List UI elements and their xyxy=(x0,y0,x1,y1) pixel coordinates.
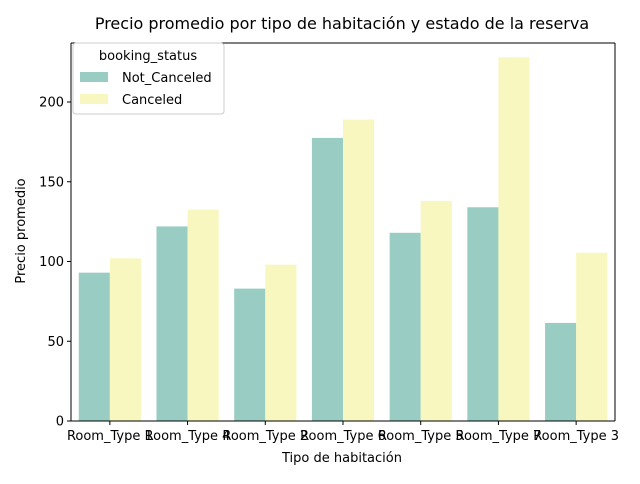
legend-label: Canceled xyxy=(122,93,182,108)
x-tick-label: Room_Type 1 xyxy=(67,429,153,444)
x-tick-label: Room_Type 5 xyxy=(378,429,464,444)
bar-not-canceled-5 xyxy=(389,232,421,421)
bar-not-canceled-6 xyxy=(467,207,499,421)
legend-frame xyxy=(72,42,225,115)
legend-title: booking_status xyxy=(99,49,197,64)
y-tick-label: 0 xyxy=(56,415,64,430)
bar-not-canceled-4 xyxy=(311,137,343,421)
bar-canceled-5 xyxy=(420,200,452,421)
chart-title: Precio promedio por tipo de habitación y… xyxy=(95,14,589,33)
bar-not-canceled-2 xyxy=(156,226,188,421)
y-tick-label: 200 xyxy=(39,96,64,111)
bar-canceled-1 xyxy=(109,258,141,421)
x-tick-label: Room_Type 2 xyxy=(222,429,308,444)
x-axis-label: Tipo de habitación xyxy=(281,451,402,466)
bar-not-canceled-1 xyxy=(78,272,110,421)
legend-label: Not_Canceled xyxy=(122,71,212,86)
y-tick-label: 100 xyxy=(39,255,64,270)
y-tick-label: 150 xyxy=(39,175,64,190)
x-tick-label: Room_Type 4 xyxy=(145,429,231,444)
bar-canceled-2 xyxy=(187,209,219,421)
bar-canceled-7 xyxy=(576,252,608,421)
bar-canceled-3 xyxy=(265,264,297,421)
bar-canceled-4 xyxy=(343,119,375,421)
bars-group xyxy=(78,57,608,421)
legend-swatch-not-canceled xyxy=(80,72,108,82)
x-tick-label: Room_Type 7 xyxy=(456,429,542,444)
y-axis-label: Precio promedio xyxy=(14,178,29,283)
bar-not-canceled-7 xyxy=(545,322,577,421)
bar-canceled-6 xyxy=(498,57,530,421)
y-tick-label: 50 xyxy=(47,335,64,350)
legend: booking_status Not_Canceled Canceled xyxy=(72,42,225,115)
x-tick-label: Room_Type 6 xyxy=(300,429,386,444)
x-tick-label: Room_Type 3 xyxy=(533,429,619,444)
bar-not-canceled-3 xyxy=(234,288,266,421)
legend-swatch-canceled xyxy=(80,94,108,104)
